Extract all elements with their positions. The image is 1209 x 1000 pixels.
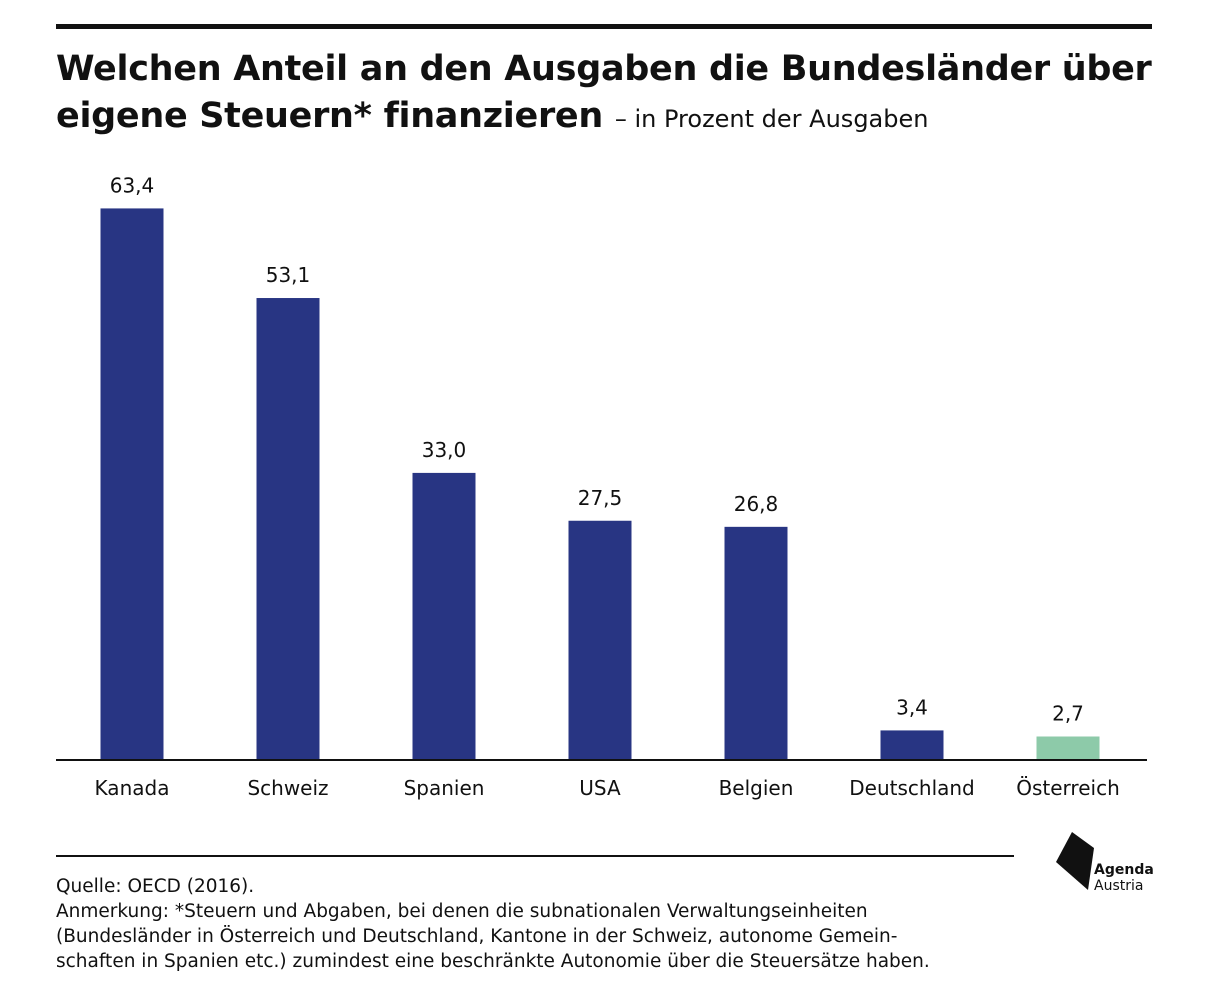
footer-rule — [56, 855, 1014, 857]
value-label: 63,4 — [110, 173, 155, 197]
value-label: 2,7 — [1052, 702, 1084, 726]
category-label: Schweiz — [247, 776, 328, 800]
footer: Quelle: OECD (2016). Anmerkung: *Steuern… — [56, 874, 1056, 974]
note-line-1: Anmerkung: *Steuern und Abgaben, bei den… — [56, 901, 868, 922]
value-label: 27,5 — [578, 486, 623, 510]
source-text: Quelle: OECD (2016). — [56, 876, 255, 897]
bar-deutschland — [880, 730, 944, 760]
category-label: Kanada — [95, 776, 170, 800]
value-label: 26,8 — [734, 492, 779, 516]
category-label: Deutschland — [849, 776, 975, 800]
bar-österreich — [1036, 736, 1100, 760]
bar-belgien — [724, 526, 788, 760]
value-label: 3,4 — [896, 695, 928, 719]
note-line-2: (Bundesländer in Österreich und Deutschl… — [56, 926, 898, 947]
logo-name: Agenda — [1094, 862, 1154, 878]
value-label: 33,0 — [422, 438, 467, 462]
logo-sub: Austria — [1094, 878, 1144, 894]
chart-title-block: Welchen Anteil an den Ausgaben die Bunde… — [56, 46, 1166, 143]
category-label: Österreich — [1016, 776, 1120, 800]
chart-title: Welchen Anteil an den Ausgaben die Bunde… — [56, 49, 1152, 136]
category-label: USA — [579, 776, 621, 800]
value-label: 53,1 — [266, 263, 311, 287]
category-label: Belgien — [719, 776, 794, 800]
top-rule — [56, 24, 1152, 29]
category-label: Spanien — [404, 776, 485, 800]
bar-schweiz — [256, 298, 320, 760]
bar-kanada — [100, 208, 164, 761]
logo: Agenda Austria — [1094, 862, 1154, 894]
agenda-austria-logo-icon — [1056, 832, 1094, 890]
bar-chart: 63,4 Kanada 53,1 Schweiz 33,0 Spanien 27,5 USA 2… — [56, 173, 1147, 800]
note-line-3: schaften in Spanien etc.) zumindest eine… — [56, 951, 930, 972]
bar-spanien — [412, 472, 476, 760]
chart-subtitle: – in Prozent der Ausgaben — [614, 105, 929, 133]
bar-usa — [568, 520, 632, 760]
